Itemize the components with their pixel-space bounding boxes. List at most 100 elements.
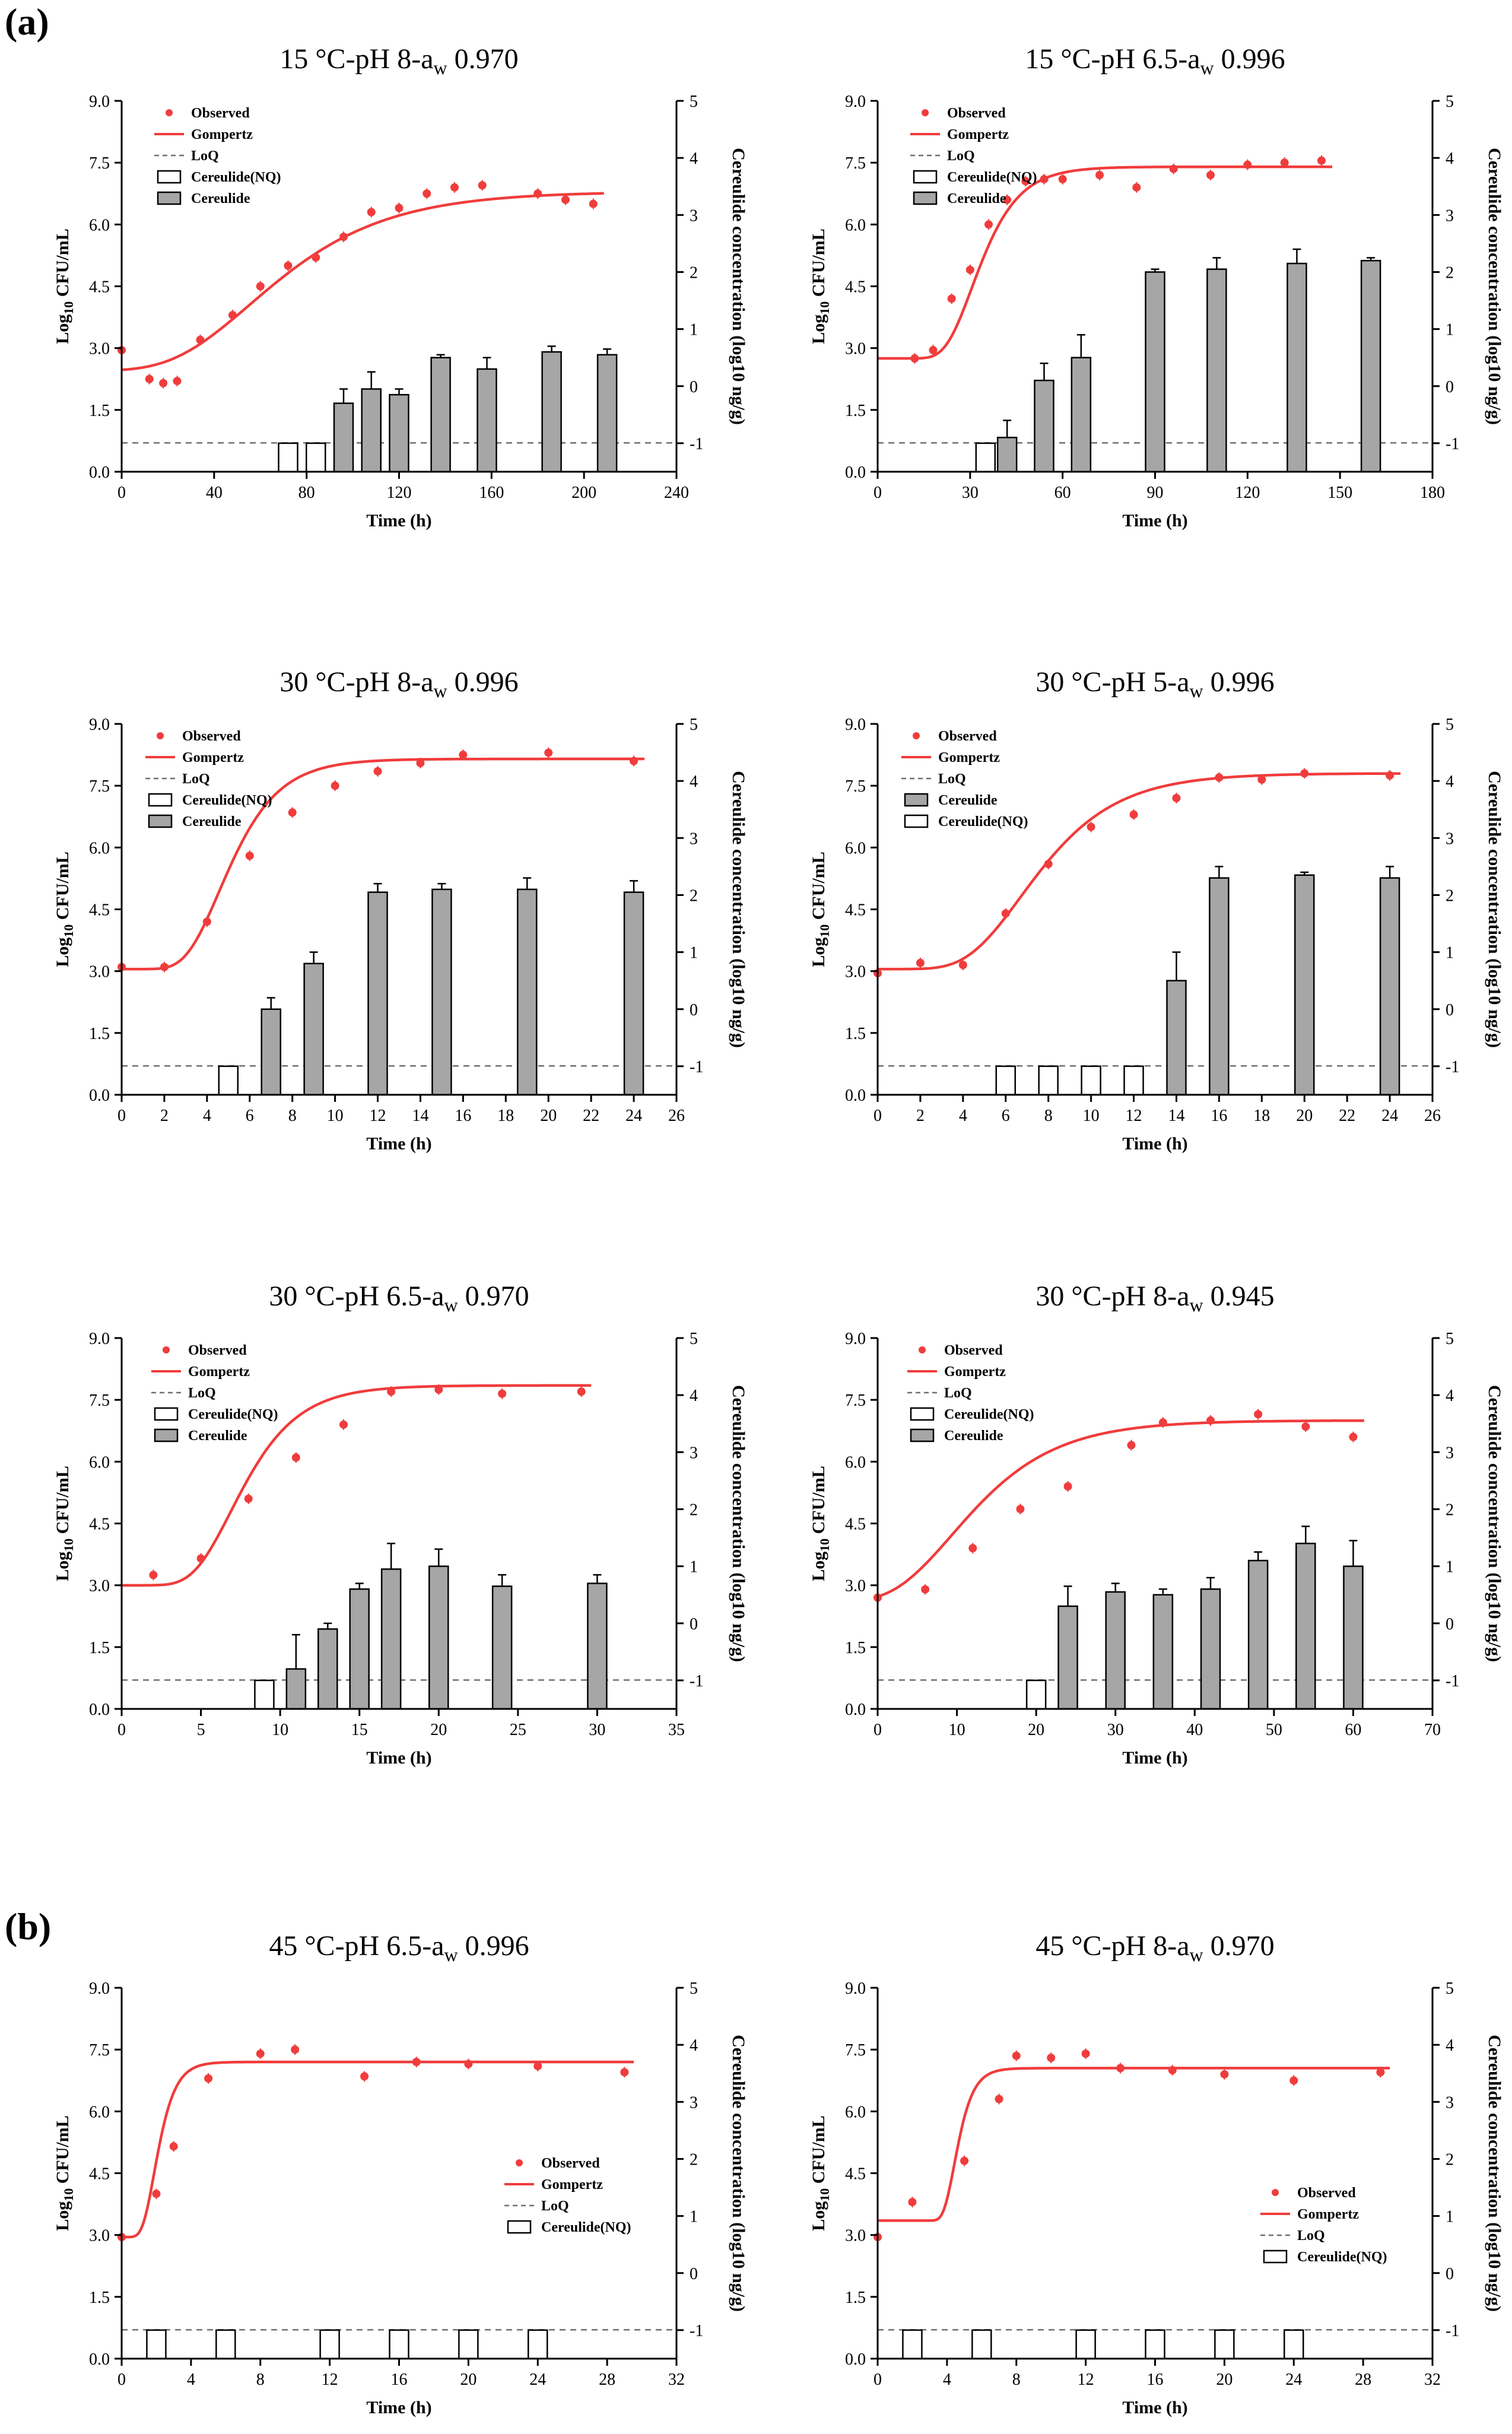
- observed-point: [412, 2058, 421, 2066]
- chart-title: 30 °C-pH 5-aw 0.996: [1035, 666, 1274, 701]
- y2-tick-label: 0: [690, 1001, 698, 1019]
- y-axis-label-main: Log: [53, 314, 72, 344]
- y2-tick-label: 2: [1446, 886, 1454, 905]
- observed-point: [1376, 2068, 1385, 2077]
- x-axis-label: Time (h): [1122, 1748, 1187, 1768]
- y2-tick-label: 1: [690, 944, 698, 962]
- legend-nq-swatch: [148, 793, 173, 807]
- y-tick-label: 0.0: [845, 2350, 866, 2369]
- y2-tick-label: 4: [690, 1387, 698, 1405]
- cereulide-bar: [317, 1628, 338, 1710]
- y2-tick-label: 0: [690, 1615, 698, 1634]
- cereulide-bar: [1343, 1565, 1364, 1710]
- cereulide-bar: [430, 357, 451, 473]
- x-tick-label: 0: [117, 2371, 126, 2389]
- chart-title: 45 °C-pH 8-aw 0.970: [1035, 1930, 1274, 1965]
- observed-point: [288, 808, 297, 817]
- chart-title: 15 °C-pH 8-aw 0.970: [279, 43, 518, 78]
- y-tick-label: 7.5: [845, 777, 866, 796]
- panel-label-b: (b): [5, 1905, 52, 1947]
- observed-point: [152, 2190, 161, 2198]
- x-tick-label: 40: [206, 484, 223, 502]
- cereulide-bar: [1200, 1588, 1221, 1710]
- legend-label-observed: Observed: [944, 1343, 1003, 1358]
- x-tick-label: 12: [370, 1107, 386, 1125]
- observed-point: [339, 1420, 348, 1429]
- cereulide-bar: [1152, 1594, 1174, 1710]
- legend-label-cer: Cereulide: [944, 1428, 1003, 1444]
- y2-tick-label: 1: [1446, 2208, 1454, 2226]
- y2-tick-label: 4: [690, 150, 698, 168]
- y2-tick-label: 1: [1446, 321, 1454, 339]
- chart-title-sub: w: [434, 57, 447, 78]
- legend-cereulide-swatch: [910, 1428, 935, 1442]
- observed-point: [434, 1385, 443, 1394]
- x-tick-label: 8: [288, 1107, 297, 1125]
- legend-cereulide-swatch: [157, 191, 182, 205]
- y-axis-label-rest: CFU/mL: [809, 228, 828, 301]
- chart-title: 15 °C-pH 6.5-aw 0.996: [1025, 43, 1285, 78]
- y-tick-label: 0.0: [89, 463, 110, 482]
- legend-label-gompertz: Gompertz: [938, 750, 1000, 765]
- cereulide-bar: [380, 1568, 402, 1710]
- gompertz-curve: [122, 1384, 592, 1587]
- panel-label-a: (a): [5, 1, 49, 43]
- observed-point: [929, 346, 938, 355]
- x-tick-label: 120: [387, 484, 412, 502]
- y2-tick-label: -1: [690, 1672, 703, 1691]
- cereulide-nq-bar: [218, 1065, 239, 1096]
- observed-point: [291, 1453, 300, 1462]
- observed-point: [589, 199, 598, 208]
- legend-label-nq: Cereulide(NQ): [191, 170, 281, 185]
- y-tick-label: 1.5: [89, 1025, 110, 1043]
- y2-tick-label: 5: [1446, 93, 1454, 111]
- y-axis-label-sub: 10: [817, 2188, 832, 2201]
- y-tick-label: 7.5: [845, 154, 866, 173]
- x-tick-label: 6: [246, 1107, 254, 1125]
- x-tick-label: 4: [203, 1107, 211, 1125]
- observed-point: [1001, 909, 1010, 918]
- x-tick-label: 20: [540, 1107, 557, 1125]
- gompertz-curve: [121, 192, 604, 371]
- observed-point: [173, 377, 182, 386]
- x-tick-label: 32: [668, 2371, 685, 2389]
- x-tick-label: 200: [571, 484, 596, 502]
- legend-cereulide-swatch: [913, 191, 938, 205]
- x-tick-label: 0: [873, 1107, 882, 1125]
- legend-label-observed: Observed: [1297, 2185, 1356, 2201]
- observed-point: [459, 751, 468, 760]
- observed-point: [1168, 2066, 1177, 2074]
- legend-label-cer: Cereulide: [938, 793, 998, 808]
- y-axis-label-main: Log: [809, 2201, 828, 2231]
- y2-tick-label: 2: [690, 1501, 698, 1519]
- chart-title-rest: 0.970: [1203, 1930, 1275, 1962]
- y2-axis-label: Cereulide concentration (log10 ng/g): [729, 148, 748, 425]
- x-tick-label: 25: [510, 1721, 526, 1739]
- cereulide-bar: [285, 1668, 307, 1710]
- y-tick-label: 4.5: [89, 1515, 110, 1534]
- x-tick-label: 22: [1339, 1107, 1355, 1125]
- y2-tick-label: 0: [690, 2265, 698, 2283]
- y-tick-label: 6.0: [89, 839, 110, 857]
- chart-title-rest: 0.945: [1203, 1280, 1275, 1312]
- y-tick-label: 9.0: [845, 93, 866, 111]
- y2-axis-label: Cereulide concentration (log10 ng/g): [1485, 148, 1504, 425]
- y-tick-label: 0.0: [845, 1701, 866, 1719]
- cereulide-nq-bar: [1214, 2329, 1235, 2360]
- legend-label-gompertz: Gompertz: [944, 1364, 1006, 1380]
- x-tick-label: 4: [187, 2371, 195, 2389]
- observed-point: [968, 1544, 977, 1553]
- y2-tick-label: 2: [690, 263, 698, 282]
- cereulide-bar: [623, 891, 644, 1096]
- y-axis-label-main: Log: [53, 2201, 72, 2231]
- legend-observed-marker: [1272, 2189, 1279, 2196]
- observed-point: [958, 961, 967, 970]
- cereulide-bar: [1295, 1542, 1316, 1710]
- x-tick-label: 0: [873, 484, 882, 502]
- y-tick-label: 9.0: [89, 1330, 110, 1348]
- x-tick-label: 18: [497, 1107, 514, 1125]
- chart-title-rest: 0.970: [458, 1280, 529, 1312]
- y2-tick-label: -1: [1446, 1672, 1459, 1691]
